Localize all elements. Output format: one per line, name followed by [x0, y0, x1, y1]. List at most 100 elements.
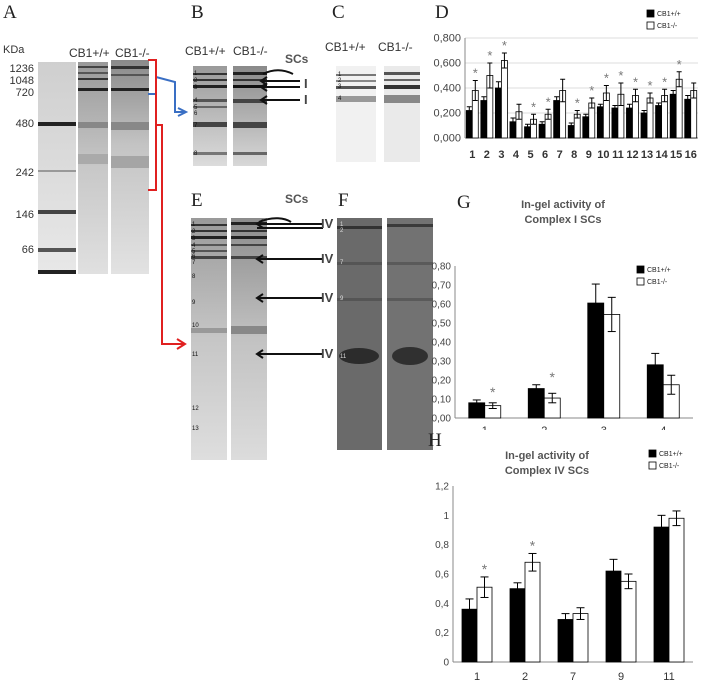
- significance-asterisk: *: [530, 537, 536, 553]
- panel-h: H 0 0,2 0,4 0,6 0,8 1 1,2 * 1 * 2 7 9 11 CB1+/+ CB1-/- I…: [425, 430, 708, 686]
- c-band-1: 1: [338, 72, 342, 78]
- marker-1048: 1048: [9, 75, 34, 87]
- significance-asterisk: *: [546, 94, 551, 109]
- y-tick-label: 0,40: [432, 338, 452, 349]
- red-arrowhead: [176, 338, 187, 350]
- chart-title-line: Complex I SCs: [524, 214, 601, 226]
- x-tick-label: 3: [498, 149, 504, 161]
- significance-asterisk: *: [604, 71, 609, 86]
- legend-swatch-ko: [646, 21, 655, 30]
- y-tick-label: 0,60: [432, 300, 452, 311]
- x-tick-label: 2: [484, 149, 490, 161]
- y-tick-label: 0,600: [433, 58, 461, 70]
- bar-wt: [605, 570, 622, 663]
- gel-a-marker-lane: [38, 62, 76, 274]
- b-band-3: 3: [194, 85, 198, 91]
- bar-ko: [476, 586, 493, 663]
- x-tick-label: 10: [597, 149, 609, 161]
- y-tick-label: 0,400: [433, 83, 461, 95]
- f-band-11: 11: [340, 354, 347, 360]
- x-tick-label: 6: [542, 149, 548, 161]
- legend-label-ko: CB1-/-: [657, 23, 678, 30]
- lane-header-wt: CB1+/+: [69, 46, 110, 60]
- e-arrows: [255, 217, 323, 359]
- significance-asterisk: *: [618, 68, 623, 83]
- bar-wt: [557, 619, 574, 663]
- significance-asterisk: *: [633, 74, 638, 89]
- marker-480: 480: [15, 118, 34, 130]
- panel-label-e: E: [191, 190, 203, 211]
- panel-label-b: B: [191, 2, 204, 23]
- b-band-8: 8: [194, 151, 198, 157]
- e-band-10: 10: [192, 323, 199, 329]
- bar-ko: [646, 97, 654, 139]
- e-band-9: 9: [192, 300, 196, 306]
- x-tick-label: 15: [670, 149, 682, 161]
- gel-b-ko: [233, 66, 267, 166]
- panel-a: A KDa 1236 1048 720 480 242 146 66 CB1+/…: [0, 0, 160, 290]
- bar-wt: [527, 388, 545, 419]
- x-tick-label: 11: [612, 149, 624, 161]
- gel-c-wt: [336, 66, 376, 162]
- bar-ko: [524, 561, 541, 663]
- y-tick-label: 0,70: [432, 281, 452, 292]
- x-tick-label: 5: [527, 149, 533, 161]
- y-tick-label: 0,800: [433, 33, 461, 45]
- chart-title-line: In-gel activity of: [505, 450, 589, 462]
- e-band-8: 8: [192, 274, 196, 280]
- y-tick-label: 0,000: [433, 133, 461, 145]
- significance-asterisk: *: [490, 384, 496, 400]
- x-tick-label: 12: [626, 149, 638, 161]
- e-band-11: 11: [192, 352, 199, 358]
- lane-header-ko: CB1-/-: [115, 46, 150, 60]
- legend-label-wt: CB1+/+: [657, 11, 681, 18]
- x-tick-label: 9: [586, 149, 592, 161]
- y-tick-label: 0,50: [432, 319, 452, 330]
- gel-a-wt-lane: [78, 62, 108, 274]
- panel-label-g: G: [457, 192, 471, 213]
- bar-wt: [655, 105, 662, 139]
- y-tick-label: 0,80: [432, 262, 452, 273]
- e-band-3: 3: [192, 236, 196, 242]
- red-bracket: [148, 59, 184, 345]
- significance-asterisk: *: [589, 83, 594, 98]
- marker-146: 146: [15, 209, 34, 221]
- e-band-1: 1: [192, 222, 196, 228]
- panel-label-a: A: [3, 2, 17, 23]
- gel-e-ko: [231, 218, 267, 460]
- significance-asterisk: *: [502, 38, 507, 53]
- e-scs-label: SCs: [285, 192, 309, 206]
- e-arrow-label-2: IV: [321, 251, 334, 266]
- gel-f-ko: [387, 218, 433, 450]
- significance-asterisk: *: [662, 74, 667, 89]
- e-arrow-label-3: IV: [321, 290, 334, 305]
- bar-wt: [640, 112, 648, 139]
- c-lane-header-wt: CB1+/+: [325, 40, 366, 54]
- chart-title-line: In-gel activity of: [521, 199, 605, 211]
- legend-swatch-wt: [636, 265, 645, 274]
- panel-label-f: F: [338, 190, 349, 211]
- y-tick-label: 0,200: [433, 108, 461, 120]
- legend-swatch-ko: [636, 277, 645, 286]
- gel-c-ko: [384, 66, 420, 162]
- x-tick-label: 1: [469, 149, 475, 161]
- legend-label-ko: CB1-/-: [647, 279, 668, 286]
- legend-swatch-wt: [648, 449, 657, 458]
- panel-label-c: C: [332, 2, 345, 23]
- significance-asterisk: *: [648, 78, 653, 93]
- y-tick-label: 0: [443, 658, 449, 669]
- x-tick-label: 2: [522, 671, 528, 683]
- e-arrow-label-4: IV: [321, 346, 334, 361]
- bar-ko: [675, 78, 683, 139]
- f-band-1: 1: [340, 222, 344, 228]
- c-band-2: 2: [338, 78, 342, 84]
- e-band-4: 4: [192, 243, 196, 249]
- panel-f: F 1 2 7 9 11: [330, 190, 440, 470]
- y-tick-label: 0,10: [432, 395, 452, 406]
- x-tick-label: 8: [571, 149, 577, 161]
- y-tick-label: 1: [443, 511, 449, 522]
- gel-b-wt: [193, 66, 227, 166]
- bar-wt: [553, 100, 561, 139]
- x-tick-label: 11: [663, 671, 674, 683]
- y-tick-label: 0,2: [435, 628, 449, 639]
